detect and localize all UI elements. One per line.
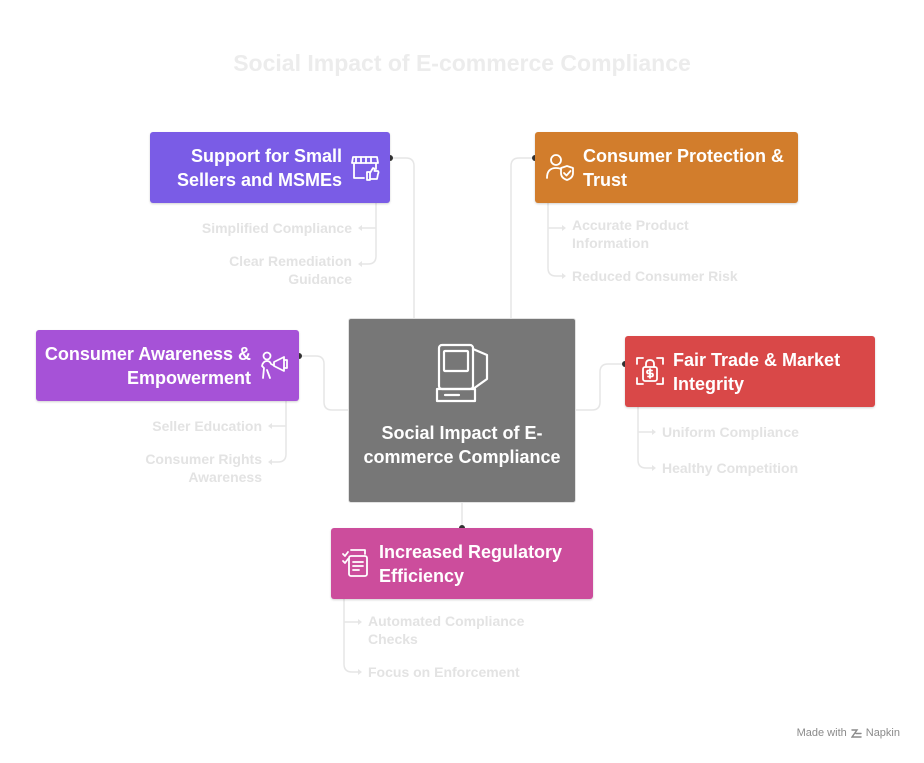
branch-card-fair-trade: Fair Trade & Market Integrity — [625, 336, 875, 407]
branch-card-consumer-protection: Consumer Protection & Trust — [535, 132, 798, 203]
branch-card-regulatory-efficiency: Increased Regulatory Efficiency — [331, 528, 593, 599]
subitem-healthy-competition: Healthy Competition — [662, 460, 799, 476]
subitem-uniform-compliance: Uniform Compliance — [662, 424, 799, 440]
subitem-seller-education: Seller Education — [152, 418, 262, 434]
branch-card-consumer-awareness: Consumer Awareness & Empowerment — [36, 330, 299, 401]
branch-card-small-sellers: Support for Small Sellers and MSMEs — [150, 132, 390, 203]
subitem-consumer-rights-awareness: Consumer Rights Awareness — [145, 451, 262, 485]
napkin-logo-icon — [850, 728, 862, 739]
subitem-focus-on-enforcement: Focus on Enforcement — [368, 664, 520, 680]
subitem-accurate-product-information: Accurate Product Information — [572, 217, 689, 251]
dollar-lock-icon — [635, 356, 665, 386]
subitem-simplified-compliance: Simplified Compliance — [201, 220, 352, 236]
storefront-thumbs-up-icon — [350, 152, 380, 182]
branch-label-consumer-protection: Consumer Protection & Trust — [583, 146, 785, 190]
megaphone-person-icon — [259, 350, 289, 380]
center-node: Social Impact of E-commerce Compliance — [348, 318, 576, 503]
subitem-clear-remediation-guidance: Clear Remediation Guidance — [229, 253, 352, 287]
branch-label-fair-trade: Fair Trade & Market Integrity — [673, 350, 841, 394]
checklist-approval-icon — [341, 548, 371, 578]
user-shield-check-icon — [545, 152, 575, 182]
center-label: Social Impact of E-commerce Compliance — [363, 423, 561, 467]
credit-brand: Napkin — [865, 727, 900, 739]
made-with-napkin-credit: Made with Napkin — [797, 727, 900, 739]
credit-text: Made with — [796, 727, 847, 739]
subitem-reduced-consumer-risk: Reduced Consumer Risk — [572, 268, 738, 284]
branch-label-consumer-awareness: Consumer Awareness & Empowerment — [44, 344, 251, 388]
kiosk-icon — [429, 339, 497, 407]
branch-label-small-sellers: Support for Small Sellers and MSMEs — [176, 146, 342, 190]
subitem-automated-compliance-checks: Automated Compliance Checks — [368, 613, 525, 647]
diagram-title: Social Impact of E-commerce Compliance — [233, 50, 691, 76]
branch-label-regulatory-efficiency: Increased Regulatory Efficiency — [379, 542, 563, 586]
